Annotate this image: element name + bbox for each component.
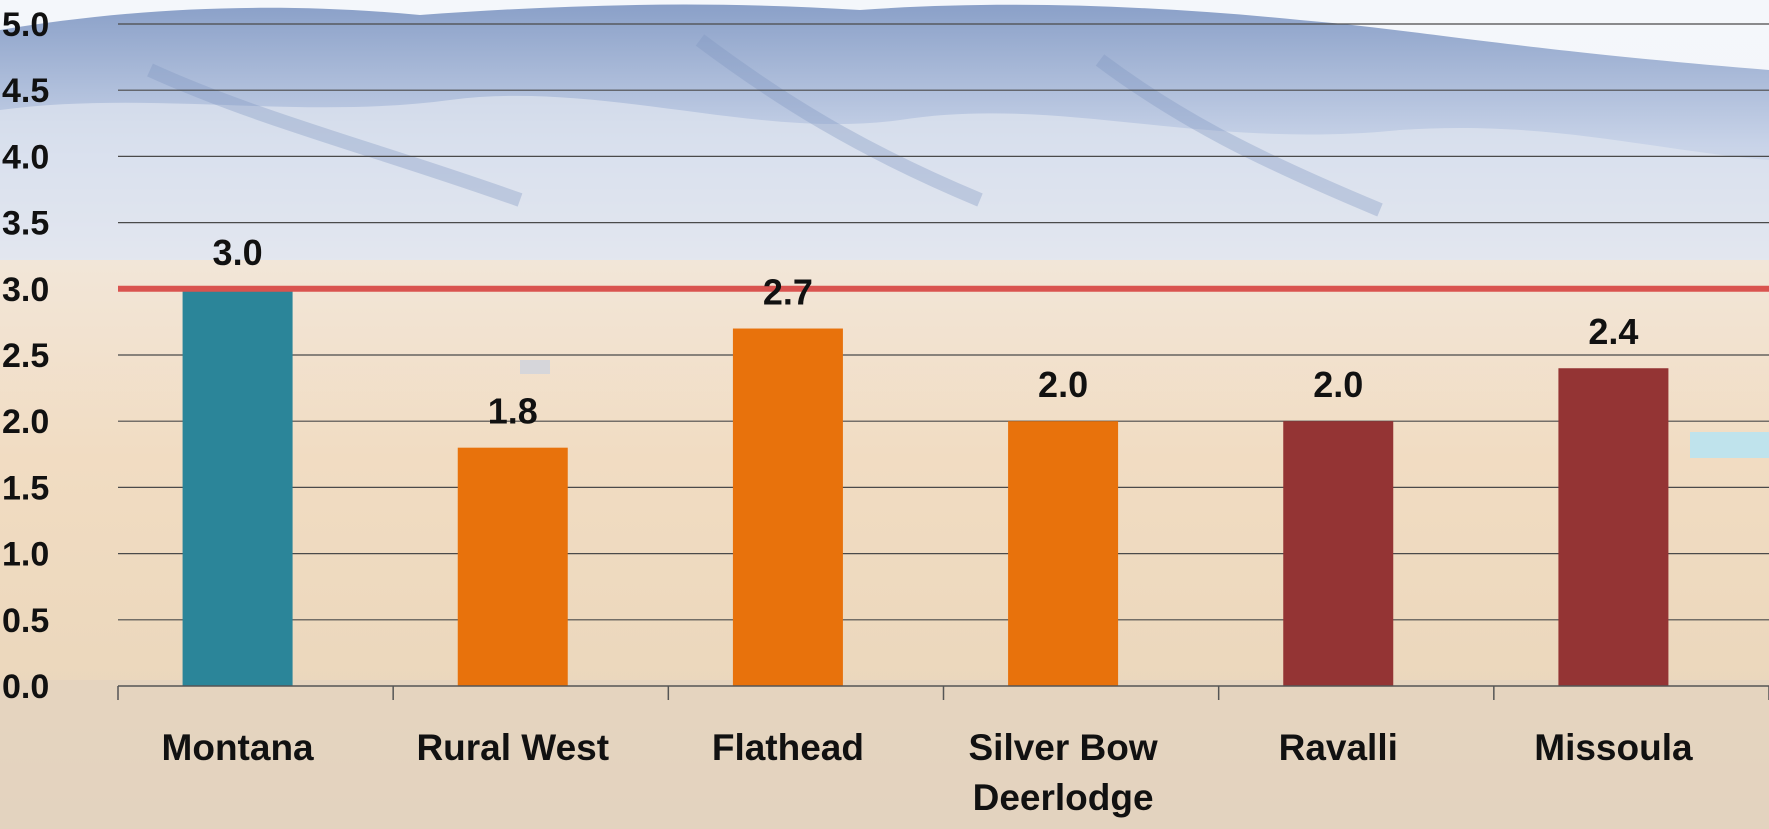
x-category-label: Ravalli [1279, 727, 1398, 768]
y-tick-label: 3.5 [2, 205, 49, 243]
bar [732, 328, 843, 686]
y-tick-label: 2.5 [2, 337, 49, 375]
bar-value-label: 2.0 [1313, 364, 1363, 405]
x-category-label: Deerlodge [973, 777, 1154, 818]
bar-value-label: 3.0 [213, 232, 263, 273]
y-tick-label: 3.0 [2, 271, 49, 309]
bar [1008, 421, 1119, 686]
y-tick-label: 0.5 [2, 602, 49, 640]
x-category-label: Flathead [712, 727, 864, 768]
bar-value-label: 2.0 [1038, 364, 1088, 405]
x-category-label: Montana [162, 727, 315, 768]
y-tick-label: 4.0 [2, 138, 49, 176]
x-category-label: Rural West [416, 727, 609, 768]
x-axis-category-labels: Montana Rural West Flathead Silver Bow Deerl… [162, 727, 1693, 818]
x-category-label: Silver Bow [968, 727, 1157, 768]
x-axis [117, 685, 1769, 700]
y-axis-tick-labels: 0.0 0.5 1.0 1.5 2.0 2.5 3.0 3.5 4.0 4.5 5.0 [2, 6, 49, 706]
bar [1558, 368, 1669, 686]
y-tick-label: 1.0 [2, 536, 49, 574]
bar [182, 288, 293, 686]
y-tick-label: 4.5 [2, 72, 49, 110]
bar-value-label: 2.7 [763, 272, 813, 313]
gridlines [118, 23, 1769, 621]
bar-value-label: 1.8 [488, 391, 538, 432]
y-tick-label: 2.0 [2, 403, 49, 441]
bar-value-label: 2.4 [1588, 311, 1638, 352]
y-tick-label: 1.5 [2, 469, 49, 507]
bars [182, 288, 1669, 686]
y-tick-label: 0.0 [2, 668, 49, 706]
bar [457, 447, 568, 686]
bar-value-labels: 3.0 1.8 2.7 2.0 2.0 2.4 [213, 232, 1639, 432]
x-category-label: Missoula [1534, 727, 1693, 768]
bar [1283, 421, 1394, 686]
y-tick-label: 5.0 [2, 6, 49, 44]
